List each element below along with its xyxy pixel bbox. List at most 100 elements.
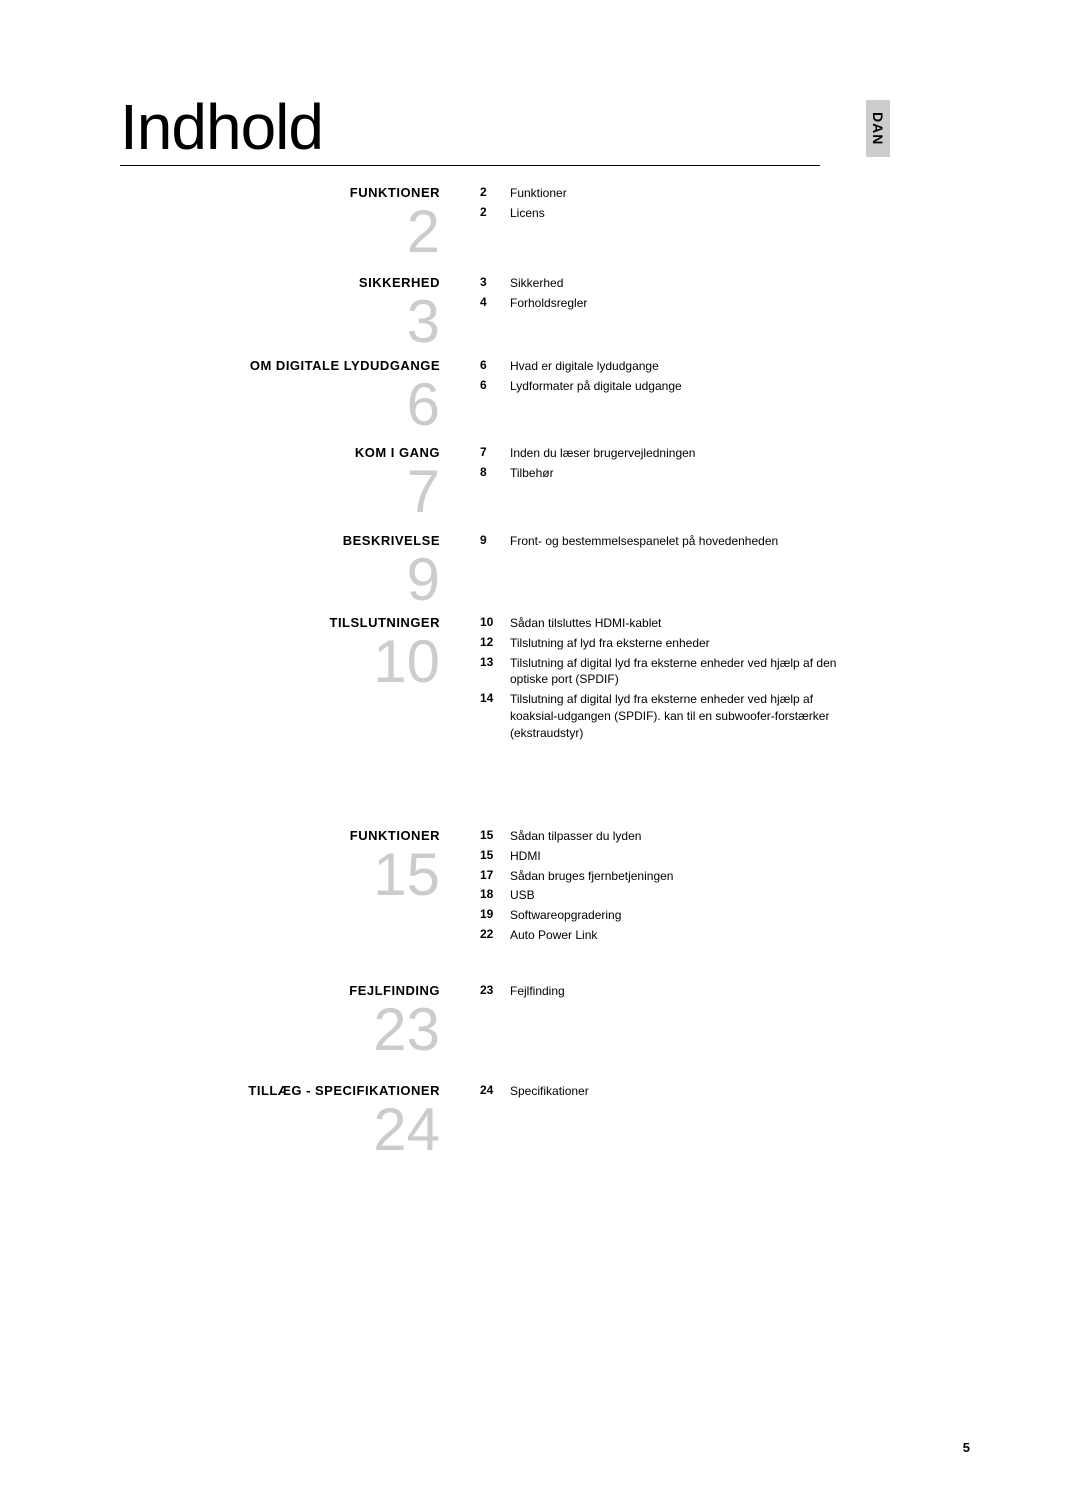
toc-section: SIKKERHED33Sikkerhed4Forholdsregler	[170, 275, 920, 352]
toc-page-number: 14	[480, 691, 510, 741]
toc-item-text: Auto Power Link	[510, 927, 597, 944]
toc-page-number: 3	[480, 275, 510, 292]
toc-section: FUNKTIONER1515Sådan tilpasser du lyden15…	[170, 828, 920, 947]
toc-row: 15HDMI	[480, 848, 850, 865]
toc-page-number: 18	[480, 887, 510, 904]
toc-page-number: 22	[480, 927, 510, 944]
toc-page-number: 15	[480, 848, 510, 865]
section-number: 6	[170, 375, 440, 435]
toc-page-number: 2	[480, 205, 510, 222]
section-number: 23	[170, 1000, 440, 1060]
toc-page-number: 7	[480, 445, 510, 462]
toc-section: FEJLFINDING2323Fejlfinding	[170, 983, 920, 1060]
toc-row: 18USB	[480, 887, 850, 904]
toc-page-number: 19	[480, 907, 510, 924]
toc-row: 19Softwareopgradering	[480, 907, 850, 924]
section-right: 10Sådan tilsluttes HDMI-kablet12Tilslutn…	[460, 615, 850, 745]
toc-row: 2Funktioner	[480, 185, 850, 202]
section-right: 2Funktioner2Licens	[460, 185, 850, 225]
section-number: 7	[170, 462, 440, 522]
section-heading: KOM I GANG	[170, 445, 440, 460]
section-number: 15	[170, 845, 440, 905]
section-left: KOM I GANG 7	[170, 445, 460, 522]
section-left: FUNKTIONER15	[170, 828, 460, 905]
section-number: 24	[170, 1100, 440, 1160]
section-left: TILLÆG - SPECIFIKATIONER24	[170, 1083, 460, 1160]
section-number: 9	[170, 550, 440, 610]
section-right: 3Sikkerhed4Forholdsregler	[460, 275, 850, 315]
toc-row: 4Forholdsregler	[480, 295, 850, 312]
toc-row: 23Fejlfinding	[480, 983, 850, 1000]
toc-page-number: 6	[480, 358, 510, 375]
toc-item-text: Front- og bestemmelsespanelet på hoveden…	[510, 533, 778, 550]
language-tab: DAN	[866, 100, 890, 157]
toc-row: 13Tilslutning af digital lyd fra ekstern…	[480, 655, 850, 689]
toc-item-text: Inden du læser brugervejledningen	[510, 445, 695, 462]
toc-section: TILLÆG - SPECIFIKATIONER2424Specifikatio…	[170, 1083, 920, 1160]
section-left: FEJLFINDING23	[170, 983, 460, 1060]
toc-section: BESKRIVELSE99Front- og bestemmelsespanel…	[170, 533, 920, 610]
toc-item-text: Tilslutning af lyd fra eksterne enheder	[510, 635, 710, 652]
toc-row: 12Tilslutning af lyd fra eksterne enhede…	[480, 635, 850, 652]
toc-section: FUNKTIONER22Funktioner2Licens	[170, 185, 920, 262]
section-left: SIKKERHED 3	[170, 275, 460, 352]
toc-item-text: Specifikationer	[510, 1083, 589, 1100]
toc-row: 10Sådan tilsluttes HDMI-kablet	[480, 615, 850, 632]
section-heading: OM DIGITALE LYDUDGANGE	[170, 358, 440, 373]
toc-item-text: Tilbehør	[510, 465, 554, 482]
toc-item-text: Licens	[510, 205, 545, 222]
section-heading: BESKRIVELSE	[170, 533, 440, 548]
section-number: 3	[170, 292, 440, 352]
toc-item-text: Hvad er digitale lydudgange	[510, 358, 659, 375]
toc-row: 22Auto Power Link	[480, 927, 850, 944]
toc-item-text: HDMI	[510, 848, 541, 865]
section-number: 2	[170, 202, 440, 262]
section-left: FUNKTIONER 2	[170, 185, 460, 262]
toc-page-number: 12	[480, 635, 510, 652]
toc-row: 3Sikkerhed	[480, 275, 850, 292]
toc-page-number: 8	[480, 465, 510, 482]
toc-section: OM DIGITALE LYDUDGANGE66Hvad er digitale…	[170, 358, 920, 435]
toc-page-number: 17	[480, 868, 510, 885]
section-left: OM DIGITALE LYDUDGANGE 6	[170, 358, 460, 435]
toc-row: 9Front- og bestemmelsespanelet på hovede…	[480, 533, 850, 550]
toc-row: 17Sådan bruges fjernbetjeningen	[480, 868, 850, 885]
toc-page-number: 10	[480, 615, 510, 632]
toc-row: 24Specifikationer	[480, 1083, 850, 1100]
toc-page-number: 6	[480, 378, 510, 395]
toc-item-text: Tilslutning af digital lyd fra eksterne …	[510, 691, 850, 741]
toc-item-text: Softwareopgradering	[510, 907, 621, 924]
page-title: Indhold	[120, 90, 323, 164]
toc-item-text: Fejlfinding	[510, 983, 565, 1000]
toc-section: KOM I GANG77Inden du læser brugervejledn…	[170, 445, 920, 522]
toc-row: 2Licens	[480, 205, 850, 222]
toc-item-text: Tilslutning af digital lyd fra eksterne …	[510, 655, 850, 689]
toc-page-number: 9	[480, 533, 510, 550]
toc-item-text: Sådan bruges fjernbetjeningen	[510, 868, 673, 885]
toc-page-number: 4	[480, 295, 510, 312]
toc-item-text: Funktioner	[510, 185, 567, 202]
toc-item-text: Sådan tilsluttes HDMI-kablet	[510, 615, 661, 632]
section-heading: FUNKTIONER	[170, 185, 440, 200]
toc-item-text: Lydformater på digitale udgange	[510, 378, 682, 395]
section-right: 6Hvad er digitale lydudgange6Lydformater…	[460, 358, 850, 398]
toc-item-text: Sikkerhed	[510, 275, 563, 292]
title-underline	[120, 165, 820, 166]
section-left: BESKRIVELSE 9	[170, 533, 460, 610]
toc-row: 8Tilbehør	[480, 465, 850, 482]
toc-page-number: 13	[480, 655, 510, 689]
toc-page-number: 23	[480, 983, 510, 1000]
toc-row: 7Inden du læser brugervejledningen	[480, 445, 850, 462]
section-heading: SIKKERHED	[170, 275, 440, 290]
toc-row: 15Sådan tilpasser du lyden	[480, 828, 850, 845]
toc-row: 6Hvad er digitale lydudgange	[480, 358, 850, 375]
toc-page-number: 15	[480, 828, 510, 845]
toc-page-number: 24	[480, 1083, 510, 1100]
section-left: TILSLUTNINGER10	[170, 615, 460, 692]
toc-item-text: Forholdsregler	[510, 295, 587, 312]
section-right: 15Sådan tilpasser du lyden15HDMI17Sådan …	[460, 828, 850, 947]
section-right: 23Fejlfinding	[460, 983, 850, 1003]
toc-item-text: USB	[510, 887, 535, 904]
toc-page-number: 2	[480, 185, 510, 202]
section-number: 10	[170, 632, 440, 692]
